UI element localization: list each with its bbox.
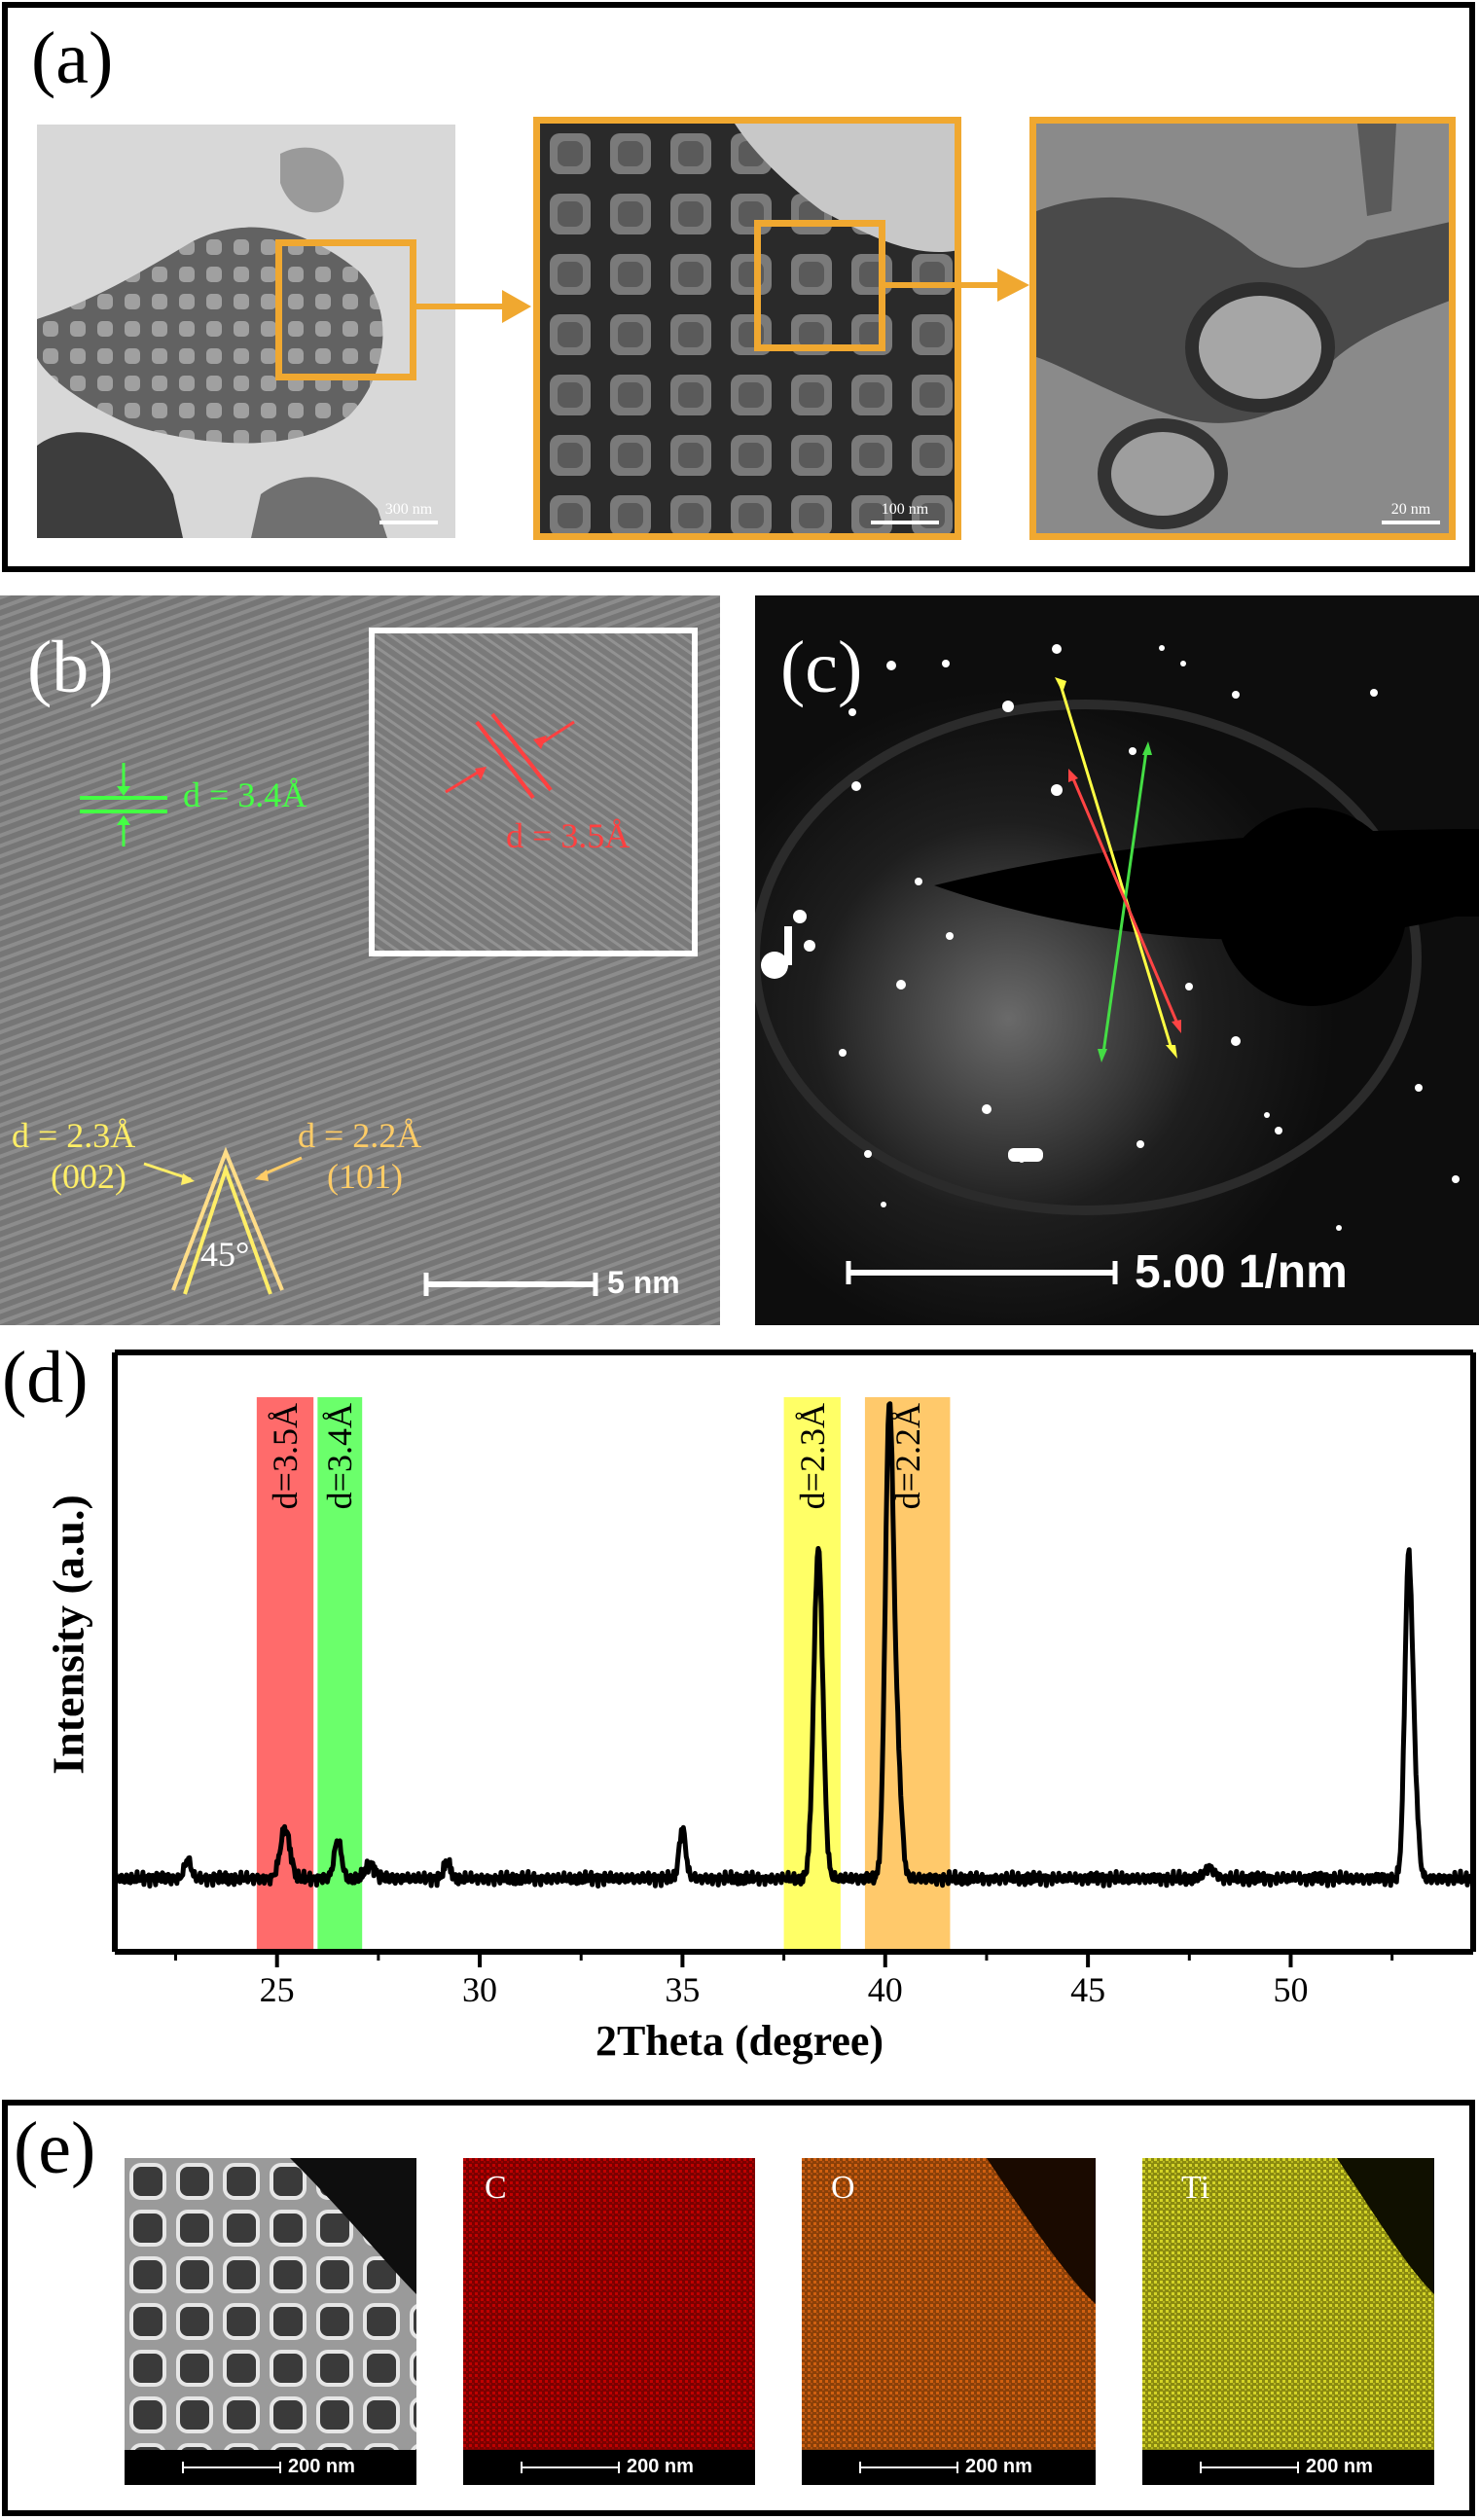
scalebar-c-label: 5.00 1/nm bbox=[1135, 1246, 1348, 1298]
xrd-band-label-1: d=3.5Å bbox=[266, 1403, 306, 1510]
xrd-tick-label-45: 45 bbox=[1070, 1970, 1106, 2009]
zoom-arrow-1 bbox=[416, 290, 531, 323]
titanium-texture bbox=[1142, 2158, 1434, 2485]
tem-image-medium bbox=[533, 117, 961, 540]
map-label-titanium: Ti bbox=[1181, 2170, 1210, 2206]
scalebar-b-label: 5 nm bbox=[607, 1265, 680, 1300]
xrd-chart bbox=[112, 1350, 1476, 1967]
zoom-box-2 bbox=[754, 220, 885, 351]
xrd-tick-label-30: 30 bbox=[462, 1970, 498, 2009]
hrtem-image bbox=[0, 595, 720, 1325]
eds-map-oxygen: O 200 nm bbox=[802, 2158, 1096, 2485]
carbon-texture bbox=[463, 2158, 755, 2485]
eds-map-titanium: Ti 200 nm bbox=[1142, 2158, 1434, 2485]
xrd-band-label-2: d=3.4Å bbox=[320, 1403, 360, 1510]
xrd-tick-label-40: 40 bbox=[867, 1970, 903, 2009]
xrd-band-label-3: d=2.3Å bbox=[792, 1403, 832, 1510]
tem-medium-texture bbox=[540, 124, 955, 533]
left-hkl: (002) bbox=[51, 1157, 126, 1196]
oxygen-texture bbox=[802, 2158, 1096, 2485]
xrd-tick-label-50: 50 bbox=[1273, 1970, 1309, 2009]
green-d-spacing: d = 3.4Å bbox=[183, 775, 307, 814]
saed-texture bbox=[755, 595, 1479, 1325]
panel-c-label: (c) bbox=[780, 627, 863, 708]
panel-d-label: (d) bbox=[2, 1337, 89, 1419]
panel-e-frame bbox=[2, 2100, 1475, 2516]
xrd-band-1 bbox=[256, 1397, 314, 1949]
left-d-spacing: d = 2.3Å bbox=[12, 1116, 136, 1155]
right-d-spacing: d = 2.2Å bbox=[298, 1116, 422, 1155]
tem-image-overview bbox=[37, 125, 455, 538]
xrd-tick-label-35: 35 bbox=[665, 1970, 701, 2009]
eds-map-carbon: C 200 nm bbox=[463, 2158, 755, 2485]
eds-map-haadf: 200 nm bbox=[125, 2158, 416, 2485]
scalebar-a2-label: 100 nm bbox=[881, 501, 929, 518]
scalebar-a3-label: 20 nm bbox=[1390, 501, 1431, 518]
xrd-tick-label-25: 25 bbox=[259, 1970, 295, 2009]
hrtem-texture bbox=[0, 595, 720, 1325]
scalebar-e2-label: 200 nm bbox=[627, 2456, 694, 2477]
angle-label: 45° bbox=[200, 1235, 250, 1274]
tem-image-high bbox=[1029, 117, 1456, 540]
zoom-arrow-2 bbox=[885, 269, 1029, 302]
xrd-xlabel: 2Theta (degree) bbox=[595, 2017, 884, 2065]
xrd-ticks bbox=[174, 1952, 1394, 1967]
saed-pattern bbox=[755, 595, 1479, 1325]
scalebar-e1-label: 200 nm bbox=[288, 2456, 355, 2477]
scalebar-a1-label: 300 nm bbox=[384, 501, 433, 518]
xrd-highlight-bands bbox=[256, 1397, 951, 1949]
scalebar-a2: 100 nm bbox=[871, 501, 939, 524]
scalebar-a3-bar bbox=[1382, 521, 1440, 524]
panel-a-frame bbox=[2, 2, 1475, 572]
scalebar-e4-label: 200 nm bbox=[1306, 2456, 1373, 2477]
scalebar-e3-label: 200 nm bbox=[965, 2456, 1032, 2477]
panel-a-label: (a) bbox=[31, 18, 114, 99]
xrd-series-line bbox=[112, 1401, 1476, 1889]
red-d-spacing: d = 3.5Å bbox=[506, 816, 631, 855]
scalebar-a2-bar bbox=[871, 521, 939, 524]
panel-b-label: (b) bbox=[27, 627, 114, 708]
map-label-carbon: C bbox=[485, 2170, 507, 2206]
right-hkl: (101) bbox=[327, 1157, 403, 1196]
panel-e-label: (e) bbox=[14, 2107, 96, 2189]
scalebar-a1: 300 nm bbox=[379, 501, 438, 524]
haadf-texture bbox=[125, 2158, 416, 2485]
xrd-band-label-4: d=2.2Å bbox=[887, 1403, 927, 1510]
zoom-box-1 bbox=[275, 239, 416, 380]
tem-high-texture bbox=[1036, 124, 1449, 533]
scalebar-a1-bar bbox=[379, 521, 438, 524]
map-label-oxygen: O bbox=[831, 2170, 855, 2206]
scalebar-a3: 20 nm bbox=[1382, 501, 1440, 524]
tem-overview-texture bbox=[37, 125, 455, 538]
